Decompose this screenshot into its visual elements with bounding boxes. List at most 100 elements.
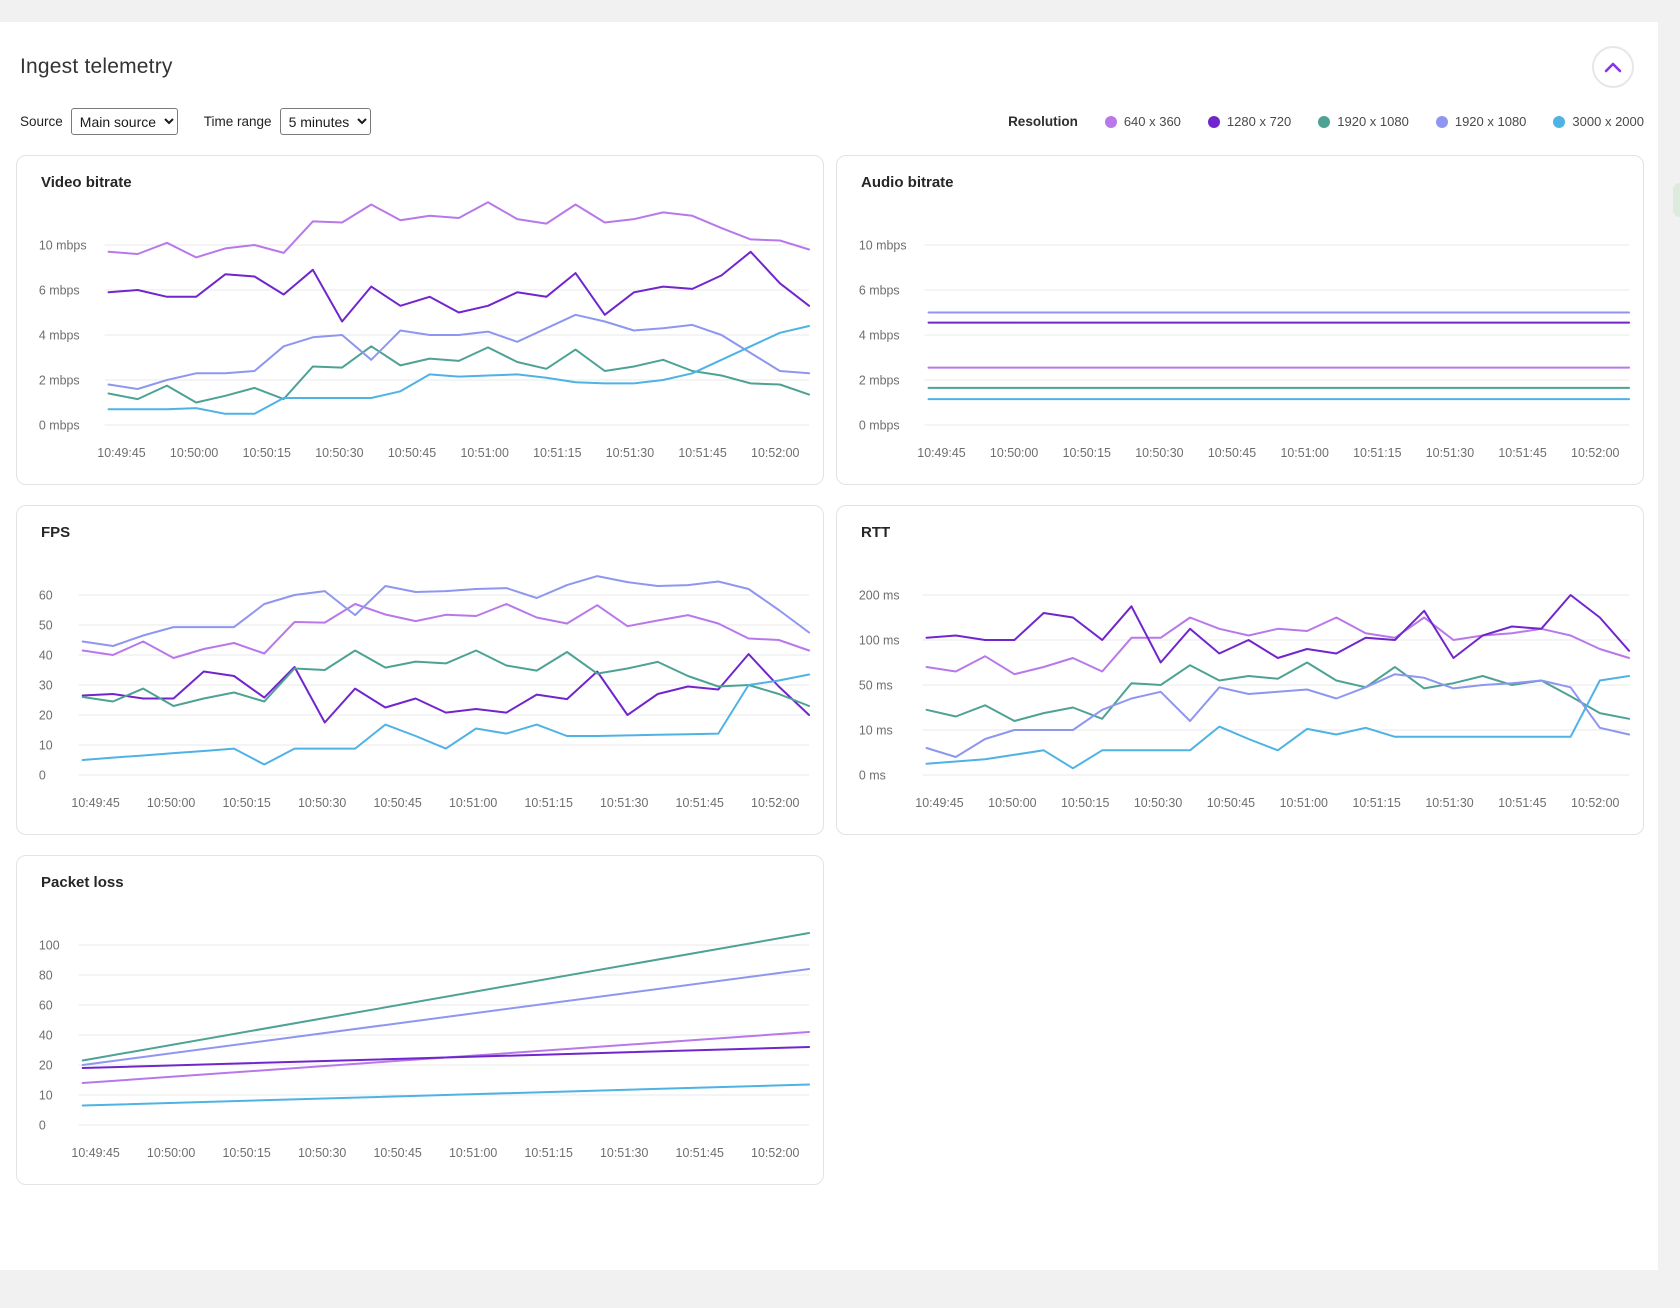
svg-text:10 mbps: 10 mbps (39, 238, 87, 252)
svg-text:60: 60 (39, 588, 53, 602)
svg-text:4 mbps: 4 mbps (859, 328, 900, 342)
svg-text:40: 40 (39, 648, 53, 662)
source-label: Source (20, 114, 63, 129)
legend-item-640x360[interactable]: 640 x 360 (1104, 114, 1181, 129)
legend-item-3000x2000[interactable]: 3000 x 2000 (1553, 114, 1644, 129)
svg-text:0 ms: 0 ms (859, 768, 886, 782)
legend-item-1280x720[interactable]: 1280 x 720 (1207, 114, 1291, 129)
svg-text:100 ms: 100 ms (859, 633, 900, 647)
chart-card-video-bitrate: Video bitrate 0 mbps 2 mbps 4 mbps 6 mbps 10… (16, 155, 824, 485)
svg-text:10:51:45: 10:51:45 (676, 1146, 724, 1160)
svg-text:20: 20 (39, 1058, 53, 1072)
svg-text:10:51:15: 10:51:15 (1352, 796, 1400, 810)
chart-title: FPS (41, 524, 71, 541)
toolbar: Source Main source Time range 5 minutes … (20, 108, 1644, 135)
svg-text:10:50:45: 10:50:45 (1207, 796, 1255, 810)
svg-text:6 mbps: 6 mbps (859, 283, 900, 297)
fps-plot[interactable]: 0 10 20 30 40 50 60 10:49:45 10:50:00 10:50:15 10:… (17, 506, 823, 834)
svg-text:10:50:00: 10:50:00 (147, 1146, 195, 1160)
ingest-telemetry-panel: Ingest telemetry Source Main source Time… (0, 22, 1658, 1270)
svg-text:10:52:00: 10:52:00 (751, 446, 799, 460)
audio-bitrate-plot[interactable]: 0 mbps 2 mbps 4 mbps 6 mbps 10 mbps 10:49:45 1… (837, 156, 1643, 484)
svg-text:10:51:00: 10:51:00 (1280, 446, 1328, 460)
svg-text:10:50:15: 10:50:15 (1063, 446, 1111, 460)
chart-card-audio-bitrate: Audio bitrate 0 mbps 2 mbps 4 mbps 6 mbps 10… (836, 155, 1644, 485)
svg-text:10:50:00: 10:50:00 (988, 796, 1036, 810)
panel-header: Ingest telemetry (14, 22, 1646, 88)
legend-title: Resolution (1008, 114, 1078, 129)
svg-text:10:50:30: 10:50:30 (1134, 796, 1182, 810)
svg-text:0: 0 (39, 1118, 46, 1132)
chart-card-rtt: RTT 0 ms 10 ms 50 ms 100 ms 200 ms 10:49:45 10… (836, 505, 1644, 835)
svg-text:10:51:00: 10:51:00 (449, 1146, 497, 1160)
svg-text:10:50:15: 10:50:15 (1061, 796, 1109, 810)
svg-text:10:51:15: 10:51:15 (1353, 446, 1401, 460)
svg-text:50 ms: 50 ms (859, 678, 893, 692)
svg-text:2 mbps: 2 mbps (859, 373, 900, 387)
svg-text:10:50:45: 10:50:45 (373, 796, 421, 810)
svg-text:40: 40 (39, 1028, 53, 1042)
svg-text:10:49:45: 10:49:45 (915, 796, 963, 810)
svg-text:10:50:15: 10:50:15 (222, 796, 270, 810)
svg-text:10:51:30: 10:51:30 (606, 446, 654, 460)
svg-text:10:51:30: 10:51:30 (600, 796, 648, 810)
svg-text:10:51:15: 10:51:15 (533, 446, 581, 460)
svg-text:10:50:45: 10:50:45 (388, 446, 436, 460)
svg-text:10:52:00: 10:52:00 (751, 796, 799, 810)
svg-text:10:51:30: 10:51:30 (1426, 446, 1474, 460)
chart-title: Video bitrate (41, 174, 132, 191)
svg-text:10:51:00: 10:51:00 (1280, 796, 1328, 810)
svg-text:10:51:30: 10:51:30 (600, 1146, 648, 1160)
svg-text:10:50:00: 10:50:00 (990, 446, 1038, 460)
chart-card-fps: FPS 0 10 20 30 40 50 60 10:49:45 10:50:00 10:50:1… (16, 505, 824, 835)
svg-text:10:52:00: 10:52:00 (1571, 446, 1619, 460)
svg-text:10:51:00: 10:51:00 (449, 796, 497, 810)
toast-edge-sliver (1673, 183, 1680, 217)
svg-text:10 mbps: 10 mbps (859, 238, 907, 252)
svg-text:10:49:45: 10:49:45 (71, 1146, 119, 1160)
svg-text:10:50:45: 10:50:45 (1208, 446, 1256, 460)
svg-text:10:51:15: 10:51:15 (525, 796, 573, 810)
svg-text:80: 80 (39, 968, 53, 982)
time-range-label: Time range (203, 114, 272, 129)
svg-text:10: 10 (39, 1088, 53, 1102)
svg-text:6 mbps: 6 mbps (39, 283, 80, 297)
svg-text:10:51:00: 10:51:00 (460, 446, 508, 460)
page-title: Ingest telemetry (20, 55, 173, 78)
svg-text:10:49:45: 10:49:45 (97, 446, 145, 460)
svg-text:200 ms: 200 ms (859, 588, 900, 602)
svg-text:10:49:45: 10:49:45 (917, 446, 965, 460)
svg-text:10:50:00: 10:50:00 (147, 796, 195, 810)
legend-dot-icon (1207, 115, 1220, 128)
svg-text:10:50:45: 10:50:45 (373, 1146, 421, 1160)
svg-text:10:49:45: 10:49:45 (71, 796, 119, 810)
charts-grid: Video bitrate 0 mbps 2 mbps 4 mbps 6 mbps 10… (16, 155, 1644, 1185)
legend-item-1920x1080-b[interactable]: 1920 x 1080 (1435, 114, 1526, 129)
legend-dot-icon (1435, 115, 1448, 128)
source-select[interactable]: Main source (70, 108, 178, 135)
chart-card-packet-loss: Packet loss 0 10 20 40 60 80 100 10:49:45 10:50:… (16, 855, 824, 1185)
packet-loss-plot[interactable]: 0 10 20 40 60 80 100 10:49:45 10:50:00 10:50:15 10… (17, 856, 823, 1184)
chart-title: Packet loss (41, 874, 124, 891)
chart-title: Audio bitrate (861, 174, 954, 191)
svg-text:10:50:30: 10:50:30 (1135, 446, 1183, 460)
svg-text:10:52:00: 10:52:00 (1571, 796, 1619, 810)
chevron-up-icon (1604, 62, 1622, 73)
svg-text:10:50:30: 10:50:30 (315, 446, 363, 460)
legend-item-1920x1080-a[interactable]: 1920 x 1080 (1318, 114, 1409, 129)
rtt-plot[interactable]: 0 ms 10 ms 50 ms 100 ms 200 ms 10:49:45 10:50:… (837, 506, 1643, 834)
svg-text:10:51:45: 10:51:45 (1498, 446, 1546, 460)
svg-text:60: 60 (39, 998, 53, 1012)
svg-text:10:51:30: 10:51:30 (1425, 796, 1473, 810)
resolution-legend: Resolution 640 x 360 1280 x 720 1920 x 1… (1008, 114, 1644, 129)
legend-dot-icon (1318, 115, 1331, 128)
svg-text:2 mbps: 2 mbps (39, 373, 80, 387)
time-range-select[interactable]: 5 minutes (279, 108, 371, 135)
svg-text:0 mbps: 0 mbps (859, 418, 900, 432)
legend-dot-icon (1553, 115, 1566, 128)
svg-text:10:52:00: 10:52:00 (751, 1146, 799, 1160)
svg-text:20: 20 (39, 708, 53, 722)
svg-text:10 ms: 10 ms (859, 723, 893, 737)
collapse-button[interactable] (1592, 46, 1634, 88)
video-bitrate-plot[interactable]: 0 mbps 2 mbps 4 mbps 6 mbps 10 mbps 10:49:45 1… (17, 156, 823, 484)
